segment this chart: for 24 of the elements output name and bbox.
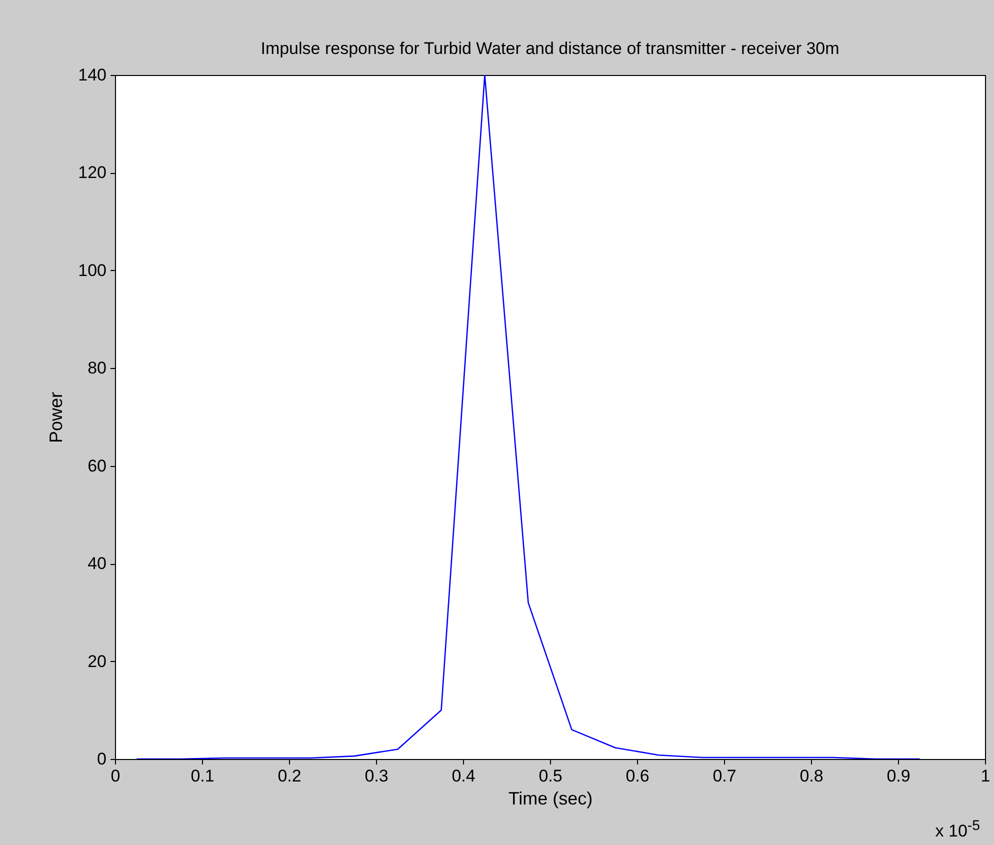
y-tick-label: 40 — [88, 554, 106, 574]
x-tick-label: 0.2 — [278, 766, 302, 786]
x-tick-label: 0.1 — [190, 766, 214, 786]
x-tick-label: 1 — [980, 766, 990, 786]
x-tick-label: 0.5 — [538, 766, 562, 786]
x-tick-label: 0.6 — [626, 766, 650, 786]
x-tick-label: 0 — [110, 766, 120, 786]
x-tick-label: 0.3 — [364, 766, 388, 786]
text: x 10$^{-5}$ — [935, 818, 980, 842]
y-tick-label: 100 — [78, 260, 106, 280]
y-tick-label: 120 — [78, 163, 106, 182]
chart-title: Impulse response for Turbid Water and distance of transmitter - receiver 30m — [260, 39, 840, 58]
x-tick-label: 0.7 — [712, 766, 736, 786]
y-tick-label: 140 — [78, 66, 106, 84]
x-tick-label: 0.4 — [452, 766, 476, 786]
y-tick-label: 0 — [97, 750, 106, 768]
x-tick-label: 0.8 — [800, 766, 824, 786]
line-series — [136, 75, 920, 759]
y-tick-label: 60 — [88, 456, 106, 476]
y-axis-title: Power — [46, 392, 66, 444]
x-axis-title: Time (sec) — [508, 788, 593, 808]
x-tick-label: 0.9 — [886, 766, 910, 786]
y-tick-label: 20 — [88, 652, 106, 671]
y-tick-label: 80 — [88, 358, 106, 378]
